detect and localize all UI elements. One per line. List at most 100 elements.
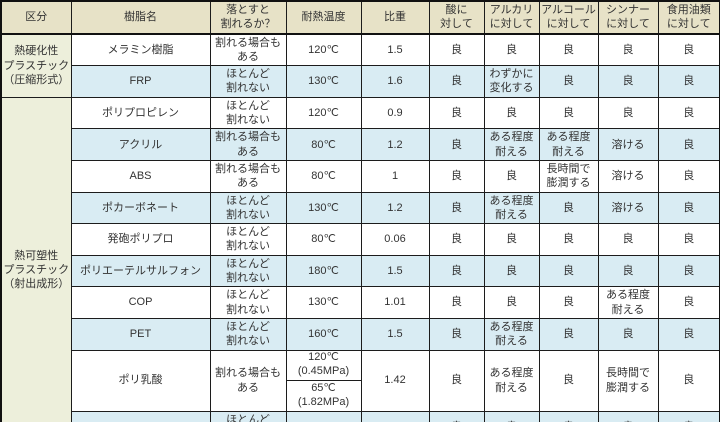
resin-name-cell: 発砲ポリプロ [70,223,211,256]
thinner-resistance-cell: 良 [597,223,659,256]
heat-temp-cell: 130℃ [285,286,362,319]
heat-temp-cell: 130℃ [285,191,362,225]
alkali-resistance-cell: 良 [483,96,540,130]
heat-temp-subcell: 65℃ (1.82MPa) [297,381,350,408]
specific-gravity-cell: 1.5 [360,254,430,288]
thinner-resistance-cell: 良 [597,65,659,98]
oil-resistance-cell: 良 [657,96,720,130]
alcohol-resistance-cell: 良 [538,349,599,412]
break-when-dropped-cell: 割れる場合も ある [209,159,287,193]
break-when-dropped-cell: ほとんど 割れない [209,410,287,422]
break-when-dropped-cell: ほとんど 割れない [209,96,287,130]
specific-gravity-cell: 0.9 [360,96,430,130]
specific-gravity-cell: 1.2 [360,191,430,225]
heat-temp-cell: 80℃ [285,223,362,256]
table-row: 熱可塑性 プラスチック （射出成形） ポリプロピレン ほとんど 割れない 120℃ 0.… [0,96,720,422]
thinner-resistance-cell: 良 [597,254,659,288]
column-header-2: 落とすと 割れるか？ [209,0,287,35]
acid-resistance-cell: 良 [428,254,485,288]
specific-gravity-cell: 1.2 [360,128,430,161]
resin-name-cell: PBT [70,410,211,422]
break-when-dropped-cell: 割れる場合も ある [209,33,287,67]
column-header-4: 比重 [360,0,430,35]
resin-name-cell: ポリ乳酸 [70,349,211,412]
break-when-dropped-cell: ほとんど 割れない [209,223,287,256]
table-row: PBTほとんど 割れない220℃1.55良良良良良 [1,410,720,422]
table-row: ABS 割れる場合も ある 80℃ 1 良良長時間で 膨潤する 溶ける良 [1,159,720,193]
acid-resistance-cell: 良 [428,286,485,319]
acid-resistance-cell: 良 [428,349,485,412]
heat-temp-cell: 120℃ [285,96,362,130]
acid-resistance-cell: 良 [428,317,485,351]
category-cell: 熱可塑性 プラスチック （射出成形） [0,96,72,422]
break-when-dropped-cell: 割れる場合も ある [209,128,287,161]
alcohol-resistance-cell: 長時間で 膨潤する [538,159,599,193]
heat-temp-cell: 130℃ [285,65,362,98]
table-row: PET ほとんど 割れない 160℃ 1.5 良ある程度 耐える良良良 [1,317,720,351]
column-header-8: シンナー に対して [597,0,659,35]
alkali-resistance-cell: ある程度 耐える [483,128,540,161]
heat-temp-cell: 120℃ [285,33,362,67]
table-row: ポリ乳酸 割れる場合も ある 120℃ (0.45MPa) 65℃ (1.82MPa)… [1,349,720,412]
specific-gravity-cell: 1.5 [360,317,430,351]
column-header-5: 酸に 対して [428,0,485,35]
column-header-7: アルコール に対して [538,0,599,35]
table-row: 発砲ポリプロ ほとんど 割れない 80℃ 0.06 良良良良良 [1,223,720,256]
alkali-resistance-cell: わずかに 変化する [483,65,540,98]
thinner-resistance-cell: 良 [597,410,659,422]
alcohol-resistance-cell: 良 [538,286,599,319]
break-when-dropped-cell: ほとんど 割れない [209,65,287,98]
thinner-resistance-cell: 溶ける [597,191,659,225]
heat-temp-cell: 120℃ (0.45MPa) 65℃ (1.82MPa) [285,349,362,412]
specific-gravity-cell: 1.01 [360,286,430,319]
table-row: ポカーボネート ほとんど 割れない 130℃ 1.2 良ある程度 耐える良溶ける良 [1,191,720,225]
acid-resistance-cell: 良 [428,191,485,225]
alcohol-resistance-cell: 良 [538,65,599,98]
column-header-6: アルカリ に対して [483,0,540,35]
oil-resistance-cell: 良 [657,128,720,161]
alcohol-resistance-cell: 良 [538,191,599,225]
specific-gravity-cell: 1.55 [360,410,430,422]
heat-temp-cell: 220℃ [285,410,362,422]
thinner-resistance-cell: 溶ける [597,128,659,161]
column-header-0: 区分 [0,0,72,35]
alcohol-resistance-cell: 良 [538,33,599,67]
oil-resistance-cell: 良 [657,254,720,288]
specific-gravity-cell: 1.5 [360,33,430,67]
oil-resistance-cell: 良 [657,410,720,422]
heat-temp-cell: 80℃ [285,159,362,193]
table-body: 熱硬化性 プラスチック （圧縮形式） メラミン樹脂 割れる場合も ある 120℃ 1.5… [0,33,720,422]
alcohol-resistance-cell: 良 [538,317,599,351]
table-row: FRP ほとんど 割れない 130℃ 1.6 良わずかに 変化する良良良 [1,65,720,98]
acid-resistance-cell: 良 [428,128,485,161]
break-when-dropped-cell: ほとんど 割れない [209,286,287,319]
oil-resistance-cell: 良 [657,286,720,319]
oil-resistance-cell: 良 [657,349,720,412]
alcohol-resistance-cell: ある程度 耐える [538,128,599,161]
acid-resistance-cell: 良 [428,223,485,256]
break-when-dropped-cell: ほとんど 割れない [209,191,287,225]
resin-name-cell: COP [70,286,211,319]
alkali-resistance-cell: 良 [483,254,540,288]
alkali-resistance-cell: 良 [483,33,540,67]
alkali-resistance-cell: ある程度 耐える [483,191,540,225]
specific-gravity-cell: 1.6 [360,65,430,98]
break-when-dropped-cell: ほとんど 割れない [209,317,287,351]
thinner-resistance-cell: 良 [597,317,659,351]
oil-resistance-cell: 良 [657,317,720,351]
column-header-9: 食用油類 に対して [657,0,720,35]
acid-resistance-cell: 良 [428,33,485,67]
resin-name-cell: ポカーボネート [70,191,211,225]
resin-name-cell: PET [70,317,211,351]
alkali-resistance-cell: 良 [483,286,540,319]
specific-gravity-cell: 1 [360,159,430,193]
acid-resistance-cell: 良 [428,65,485,98]
acid-resistance-cell: 良 [428,159,485,193]
resin-name-cell: ABS [70,159,211,193]
heat-temp-subcell: 120℃ (0.45MPa) [287,351,360,381]
resin-name-cell: ポリプロピレン [70,96,211,130]
alkali-resistance-cell: ある程度 耐える [483,349,540,412]
heat-temp-cell: 180℃ [285,254,362,288]
resin-name-cell: ポリエーテルサルフォン [70,254,211,288]
